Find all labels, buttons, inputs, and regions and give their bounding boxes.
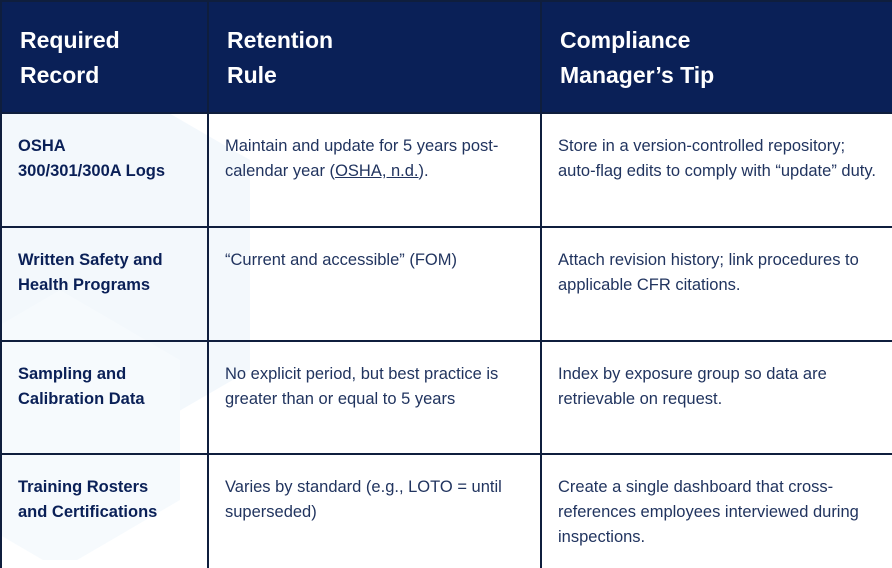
record-cell: Training Rosters and Certifications [0,453,209,568]
header-line: Compliance [560,27,691,53]
retention-rule-text: Varies by standard (e.g., LOTO = until s… [225,478,502,521]
compliance-tip-text: Attach revision history; link procedures… [558,251,859,294]
table-body: OSHA 300/301/300A Logs Maintain and upda… [0,112,892,568]
record-name-line: 300/301/300A Logs [18,162,166,180]
record-name-line: Written Safety and [18,251,163,269]
retention-rule-suffix: ). [418,162,429,180]
retention-rule-cell: Maintain and update for 5 years post-cal… [207,112,542,228]
header-line: Required [20,27,120,53]
table-row: OSHA 300/301/300A Logs Maintain and upda… [0,112,892,228]
header-retention-rule: Retention Rule [207,0,542,114]
compliance-tip-cell: Store in a version-controlled repository… [540,112,892,228]
record-name-line: OSHA [18,137,66,155]
retention-rule-text: No explicit period, but best practice is… [225,365,499,408]
header-line: Record [20,62,100,88]
header-compliance-tip: Compliance Manager’s Tip [540,0,892,114]
compliance-tip-cell: Create a single dashboard that cross-ref… [540,453,892,568]
record-cell: Sampling and Calibration Data [0,340,209,455]
retention-rule-cell: “Current and accessible” (FOM) [207,226,542,342]
retention-rule-text: “Current and accessible” (FOM) [225,251,457,269]
record-cell: OSHA 300/301/300A Logs [0,112,209,228]
compliance-tip-text: Create a single dashboard that cross-ref… [558,478,859,546]
record-cell: Written Safety and Health Programs [0,226,209,342]
header-row: Required Record Retention Rule Complianc… [0,0,892,114]
table-row: Written Safety and Health Programs “Curr… [0,226,892,342]
table-row: Sampling and Calibration Data No explici… [0,340,892,455]
table-header: Required Record Retention Rule Complianc… [0,0,892,114]
record-name-line: Training Rosters [18,478,149,496]
header-required-record: Required Record [0,0,209,114]
compliance-tip-text: Index by exposure group so data are retr… [558,365,827,408]
table-row: Training Rosters and Certifications Vari… [0,453,892,568]
compliance-tip-text: Store in a version-controlled repository… [558,137,876,180]
retention-rule-cell: No explicit period, but best practice is… [207,340,542,455]
record-name-line: Health Programs [18,276,151,294]
header-line: Rule [227,62,277,88]
compliance-tip-cell: Index by exposure group so data are retr… [540,340,892,455]
header-line: Retention [227,27,334,53]
record-name-line: Calibration Data [18,390,145,408]
retention-rule-text: Maintain and update for 5 years post-cal… [225,137,499,180]
osha-citation-link[interactable]: OSHA, n.d. [335,162,419,180]
record-name-line: Sampling and [18,365,127,383]
retention-rule-cell: Varies by standard (e.g., LOTO = until s… [207,453,542,568]
record-name-line: and Certifications [18,503,158,521]
compliance-tip-cell: Attach revision history; link procedures… [540,226,892,342]
header-line: Manager’s Tip [560,62,715,88]
